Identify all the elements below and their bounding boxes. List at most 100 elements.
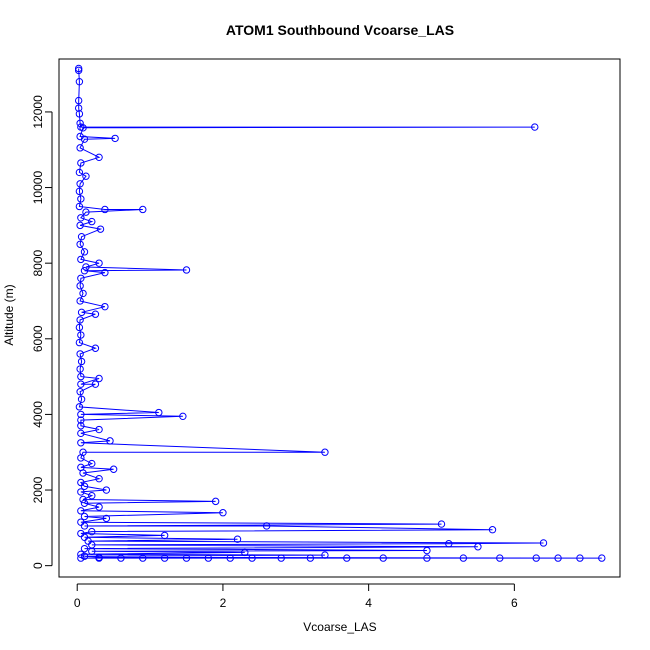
data-point bbox=[77, 410, 85, 419]
data-point bbox=[77, 214, 85, 222]
data-point bbox=[82, 172, 90, 180]
data-point bbox=[76, 180, 84, 188]
data-point bbox=[77, 429, 85, 438]
data-point bbox=[80, 499, 89, 507]
data-point bbox=[109, 465, 118, 473]
data-point bbox=[160, 531, 169, 540]
data-point bbox=[474, 543, 482, 551]
y-tick-label: 6000 bbox=[31, 325, 45, 352]
data-point bbox=[80, 552, 89, 560]
data-point bbox=[80, 544, 89, 553]
data-point bbox=[219, 509, 227, 517]
data-point bbox=[423, 554, 431, 562]
data-point bbox=[379, 554, 387, 562]
data-point bbox=[76, 297, 84, 305]
data-point bbox=[91, 380, 100, 388]
y-tick-label: 4000 bbox=[31, 401, 45, 428]
plot-frame bbox=[58, 58, 621, 578]
data-point bbox=[139, 554, 147, 562]
data-point bbox=[88, 459, 96, 468]
data-point bbox=[77, 357, 86, 366]
data-point bbox=[75, 187, 84, 196]
y-axis-label: Altitude (m) bbox=[2, 284, 16, 345]
data-point bbox=[79, 469, 87, 477]
x-tick-label: 4 bbox=[365, 596, 372, 610]
data-point bbox=[75, 403, 84, 411]
data-point bbox=[437, 520, 446, 528]
data-point bbox=[80, 248, 89, 256]
data-point bbox=[182, 266, 191, 274]
data-point bbox=[88, 527, 96, 536]
chart-title: ATOM1 Southbound Vcoarse_LAS bbox=[226, 22, 454, 38]
data-point bbox=[77, 372, 85, 381]
data-point bbox=[77, 395, 86, 403]
data-point bbox=[77, 416, 85, 424]
data-point bbox=[91, 344, 100, 352]
data-point bbox=[75, 338, 84, 347]
data-point bbox=[75, 323, 84, 332]
data-point bbox=[74, 66, 83, 75]
data-point bbox=[211, 497, 220, 506]
data-point bbox=[88, 217, 96, 226]
data-point bbox=[80, 512, 89, 521]
data-point bbox=[77, 488, 85, 496]
data-point bbox=[76, 221, 84, 230]
data-point bbox=[88, 492, 96, 500]
data-point bbox=[539, 539, 548, 547]
data-point bbox=[91, 310, 100, 318]
data-point bbox=[74, 64, 83, 73]
data-point bbox=[277, 554, 285, 562]
data-point bbox=[95, 374, 103, 383]
data-point bbox=[321, 551, 329, 559]
data-point bbox=[75, 77, 84, 86]
data-point bbox=[77, 439, 85, 447]
data-point bbox=[182, 554, 191, 562]
data-point bbox=[179, 412, 187, 421]
data-point bbox=[76, 240, 84, 248]
data-point bbox=[306, 554, 315, 562]
data-point bbox=[598, 554, 606, 562]
data-point bbox=[76, 282, 84, 290]
data-point bbox=[532, 554, 540, 562]
data-point bbox=[79, 289, 87, 298]
data-point bbox=[77, 454, 85, 462]
x-tick-label: 2 bbox=[220, 596, 227, 610]
data-point bbox=[75, 168, 84, 177]
x-tick-label: 6 bbox=[511, 596, 518, 610]
data-point bbox=[445, 540, 453, 548]
data-point bbox=[531, 123, 539, 131]
data-point bbox=[106, 437, 114, 445]
data-point bbox=[77, 507, 85, 515]
data-point bbox=[233, 535, 242, 543]
y-tick-label: 2000 bbox=[31, 476, 45, 503]
x-tick-label: 0 bbox=[74, 596, 81, 610]
y-tick-label: 8000 bbox=[31, 250, 45, 277]
data-point bbox=[554, 554, 562, 562]
data-point bbox=[102, 514, 111, 523]
series-layer bbox=[74, 64, 606, 562]
data-point bbox=[80, 482, 89, 490]
data-point bbox=[74, 104, 83, 112]
data-point bbox=[77, 159, 85, 167]
data-point bbox=[111, 134, 119, 143]
data-point bbox=[79, 495, 87, 504]
data-point bbox=[95, 153, 103, 162]
data-point bbox=[204, 554, 213, 562]
data-point bbox=[496, 554, 504, 562]
data-point bbox=[80, 522, 89, 530]
data-point bbox=[262, 522, 271, 530]
y-tick-label: 12000 bbox=[31, 95, 45, 129]
x-axis: 0 2 4 6 bbox=[74, 583, 518, 610]
data-point bbox=[101, 205, 109, 214]
data-point bbox=[77, 550, 85, 559]
data-point bbox=[95, 259, 103, 267]
data-point bbox=[95, 425, 103, 434]
data-point bbox=[117, 554, 125, 562]
data-point bbox=[248, 554, 256, 562]
x-axis-label: Vcoarse_LAS bbox=[303, 620, 376, 634]
data-point bbox=[75, 110, 84, 118]
data-point bbox=[488, 526, 497, 534]
data-point bbox=[76, 388, 84, 396]
data-point bbox=[88, 547, 96, 555]
